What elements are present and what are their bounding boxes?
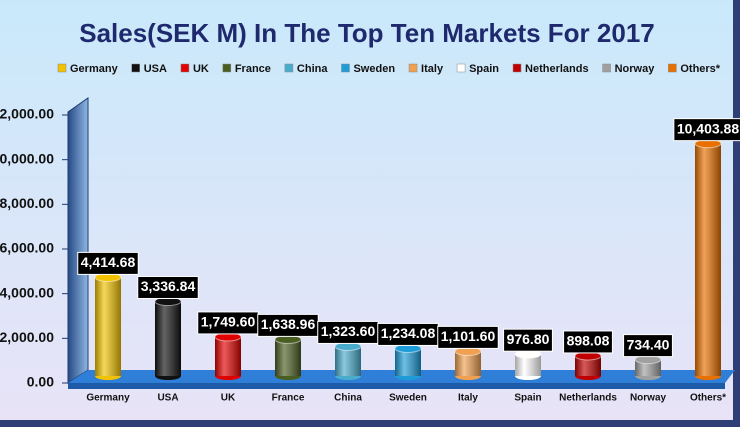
bar-shade [95, 277, 121, 376]
frame-edge [0, 420, 740, 427]
data-label: 3,336.84 [141, 278, 196, 294]
data-label: 4,414.68 [81, 254, 136, 270]
bar-shade [215, 336, 241, 376]
legend-swatch [341, 63, 350, 73]
legend-label: Netherlands [525, 63, 589, 75]
data-label: 1,638.96 [261, 316, 316, 332]
data-label: 898.08 [567, 333, 610, 349]
x-tick-label: Spain [514, 393, 541, 404]
legend-swatch [131, 63, 140, 73]
floor-edge [68, 383, 725, 389]
data-label: 976.80 [507, 331, 550, 347]
frame-edge [733, 0, 740, 427]
data-label: 1,323.60 [321, 323, 376, 339]
legend-label: Italy [421, 63, 444, 75]
data-label-box [673, 118, 740, 142]
legend-label: Spain [469, 63, 499, 75]
back-wall [67, 97, 89, 384]
x-tick-label: Italy [458, 393, 478, 404]
legend-swatch [180, 63, 190, 73]
legend-swatch [668, 63, 677, 73]
data-label: 1,234.08 [381, 325, 436, 341]
y-tick-label: 8,000.00 [0, 195, 54, 211]
legend-label: France [235, 63, 271, 75]
y-tick-label: 0.00 [27, 374, 54, 390]
data-label-box [77, 251, 139, 275]
legend-swatch [222, 63, 232, 73]
data-label: 1,749.60 [201, 314, 256, 330]
y-tick-label: 12,000.00 [0, 106, 54, 122]
bar-shade [395, 348, 421, 376]
data-label-box [503, 328, 553, 352]
x-tick-label: France [272, 393, 305, 404]
legend-label: Norway [615, 63, 656, 75]
legend-label: USA [144, 63, 167, 75]
data-label-box [137, 275, 199, 299]
x-tick-label: Germany [86, 393, 130, 404]
data-label-box [563, 330, 613, 354]
bar-shade [155, 301, 181, 376]
data-label: 1,101.60 [441, 328, 496, 344]
legend-swatch [456, 63, 466, 73]
y-tick-label: 4,000.00 [0, 284, 54, 300]
x-tick-label: Netherlands [559, 393, 617, 404]
data-label-box [623, 334, 673, 358]
data-label-box [437, 325, 499, 349]
x-tick-label: Others* [690, 393, 726, 404]
x-tick-label: USA [157, 393, 178, 404]
legend-swatch [512, 63, 522, 73]
legend-swatch [57, 63, 67, 73]
bar-shade [635, 359, 661, 376]
legend-label: Others* [680, 63, 720, 75]
x-tick-label: Sweden [389, 393, 427, 404]
bar-shade [515, 354, 541, 376]
y-tick-label: 10,000.00 [0, 150, 54, 166]
legend-swatch [602, 63, 611, 73]
chart-title: Sales(SEK M) In The Top Ten Markets For … [79, 18, 655, 48]
bar-shade [575, 355, 601, 376]
y-tick-label: 6,000.00 [0, 240, 54, 256]
bar-shade [275, 339, 301, 376]
x-tick-label: UK [221, 393, 236, 404]
data-label: 734.40 [627, 336, 670, 352]
y-tick-label: 2,000.00 [0, 329, 54, 345]
legend-label: China [297, 63, 328, 75]
data-label: 10,403.88 [677, 120, 739, 136]
bar-shade [335, 346, 361, 376]
legend-swatch [284, 63, 294, 73]
legend-swatch [408, 63, 418, 73]
x-tick-label: China [334, 393, 362, 404]
x-tick-label: Norway [630, 393, 667, 404]
legend-label: Sweden [353, 63, 395, 75]
legend-label: Germany [70, 63, 119, 75]
legend-label: UK [193, 63, 209, 75]
bar-shade [695, 143, 721, 376]
